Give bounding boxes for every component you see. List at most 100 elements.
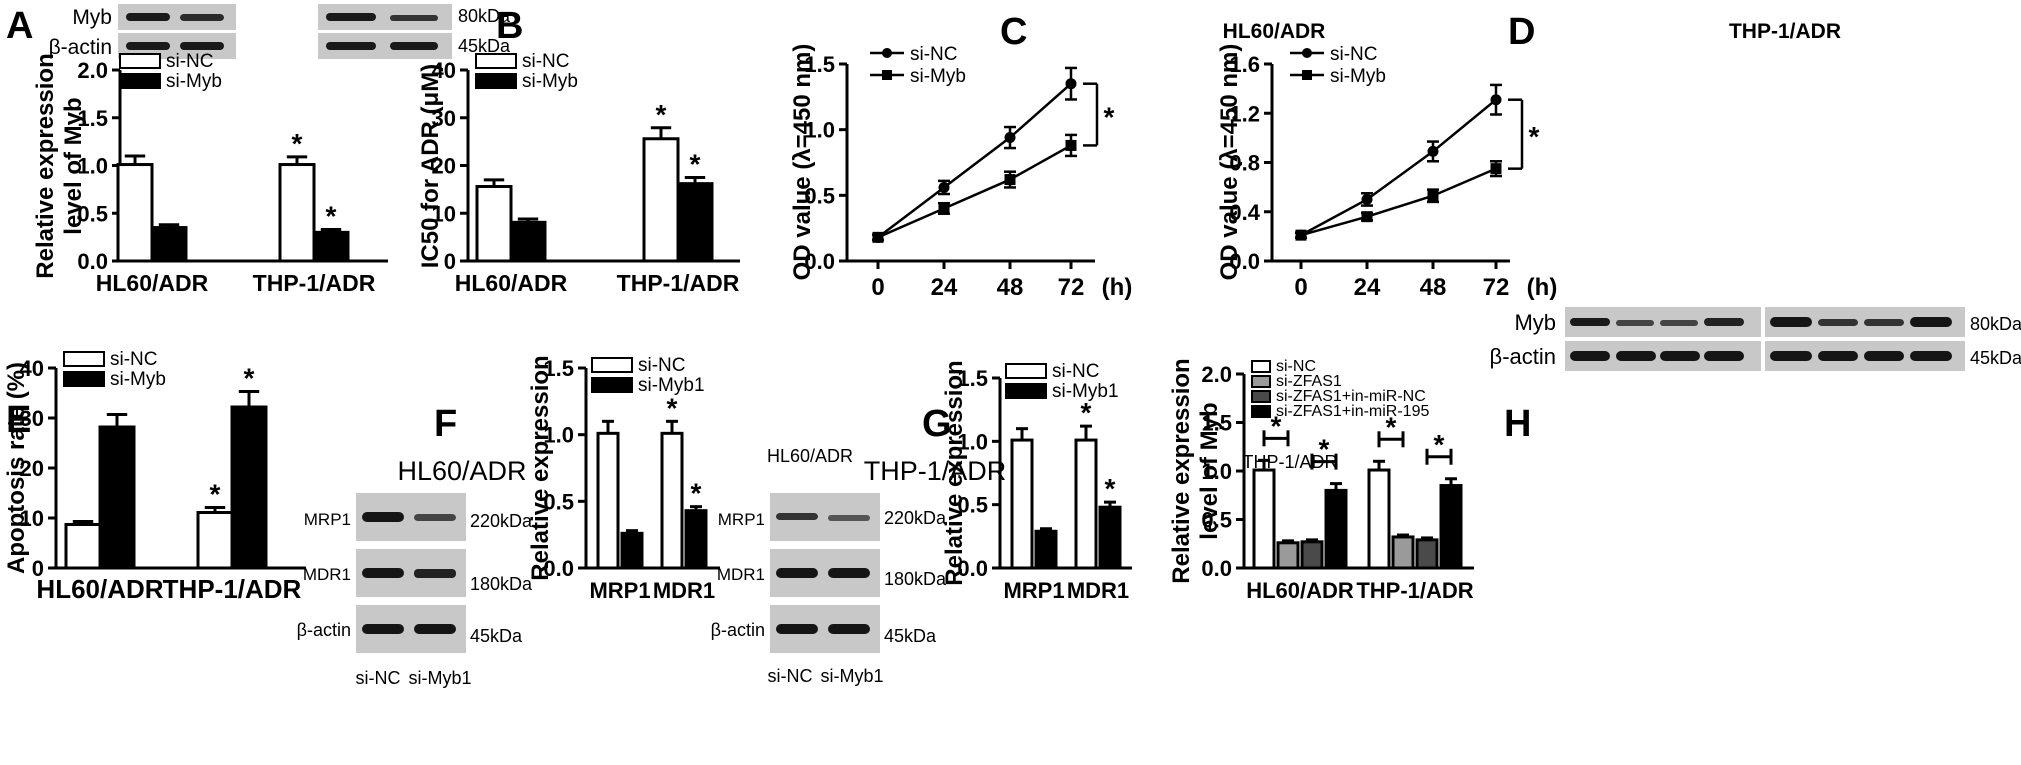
panel-B-bar [676, 182, 714, 263]
panel-H-significance: * [1386, 411, 1397, 442]
panel-H-ylabel-line: level of Myb [1196, 402, 1223, 539]
blot-F-label-mdr1: MDR1 [303, 565, 351, 584]
blot-band [362, 512, 404, 522]
panel-D-series-line [1300, 98, 1497, 237]
panel-A-y-tick-label: 1.5 [77, 106, 108, 131]
blot-F-title: HL60/ADR [397, 456, 526, 486]
panel-F-bar [596, 431, 620, 570]
panel-H-legend-label: si-ZFAS1+in-miR-195 [1276, 403, 1429, 420]
panel-C-x-tick-label: 48 [997, 274, 1024, 301]
panel-D-y-tick-label: 1.2 [1229, 101, 1260, 126]
panel-F-x-category: MDR1 [653, 578, 715, 603]
blot-band [126, 13, 170, 21]
panel-D-x-unit: (h) [1527, 274, 1558, 301]
panel-E-bar [98, 425, 136, 570]
panel-D-x-tick-label: 0 [1294, 274, 1307, 301]
panel-H-legend-swatch [1251, 390, 1271, 403]
panel-E-legend-swatch [63, 371, 105, 387]
panel-D-point [1427, 190, 1439, 202]
panel-A-significance: * [326, 200, 337, 231]
panel-G-legend-label: si-NC [1052, 361, 1100, 382]
panel-E-legend-swatch [63, 351, 105, 367]
panel-H-legend-label: si-ZFAS1+in-miR-NC [1276, 388, 1426, 405]
panel-H-y-tick-label: 0.5 [1201, 508, 1232, 533]
panel-C-point [872, 231, 884, 243]
panel-D-legend-marker [1302, 48, 1312, 58]
panel-C-x-unit: (h) [1102, 274, 1133, 301]
panel-F-significance: * [691, 478, 702, 509]
blot-F-label-actin: β-actin [297, 620, 351, 640]
panel-C-point [1004, 132, 1016, 144]
blot-band [390, 15, 438, 21]
panel-F-legend-swatch [591, 377, 633, 393]
blot-F-lane-1: si-Myb1 [408, 668, 471, 688]
panel-A-ylabel: Relative expressionlevel of Myb [32, 53, 87, 278]
blot-band [362, 624, 404, 634]
blot-band [1704, 351, 1744, 361]
panel-F-legend-label: si-Myb1 [638, 375, 705, 396]
panel-D-x-tick-label: 72 [1483, 274, 1510, 301]
panel-H-bar [1415, 538, 1439, 570]
panel-F-title: HL60/ADR [767, 446, 853, 466]
blot-band [390, 42, 438, 50]
blot-band [828, 515, 870, 521]
panel-A-legend-swatch [119, 53, 161, 69]
blot-F-kda-1: 180kDa [470, 574, 533, 594]
panel-B-significance: * [690, 148, 701, 179]
panel-A-bar [312, 230, 350, 263]
panel-D-y-tick-label: 1.6 [1229, 52, 1260, 77]
blot-band [326, 13, 376, 21]
panel-F-bar [660, 431, 684, 570]
blot-band [362, 568, 404, 578]
blot-band [180, 14, 224, 21]
panel-H-y-tick-label: 1.0 [1201, 459, 1232, 484]
blot-band [1864, 351, 1904, 361]
blot-band [414, 514, 456, 521]
blot-band [414, 569, 456, 578]
panel-C-x-tick-label: 0 [871, 274, 884, 301]
blot-G-kda-0: 220kDa [884, 508, 947, 528]
panel-F-ylabel: Relative expression [527, 355, 554, 580]
panel-A-x-category: HL60/ADR [96, 270, 209, 296]
blot-A: Myb β-actin 80kDa 45kDa [49, 4, 511, 59]
panel-C-y-tick-label: 1.5 [804, 52, 835, 77]
panel-G-x-category: MDR1 [1067, 578, 1129, 603]
panel-C-y-tick-label: 0.5 [804, 183, 835, 208]
panel-B-letter: B [496, 5, 523, 47]
panel-A-legend-swatch [119, 73, 161, 89]
blot-F-kda-0: 220kDa [470, 511, 533, 531]
blot-G-kda-1: 180kDa [884, 569, 947, 589]
panel-A-y-tick-label: 2.0 [77, 58, 108, 83]
blot-A-kda-top: 80kDa [458, 6, 511, 26]
blot-band [1818, 319, 1858, 326]
panel-F-letter: F [434, 403, 457, 445]
blot-H: Myb β-actin 80kDa 45kDa [1490, 307, 2021, 371]
panel-C-title: HL60/ADR [1223, 20, 1326, 43]
panel-D-x-tick-label: 48 [1420, 274, 1447, 301]
panel-H-x-category: THP-1/ADR [1356, 578, 1473, 603]
panel-B-y-tick-label: 30 [432, 106, 456, 131]
blot-band [1570, 318, 1610, 326]
panel-D-significance: * [1529, 121, 1540, 152]
blot-G-label-actin: β-actin [711, 620, 765, 640]
panel-G-title: THP-1/ADR [1242, 452, 1337, 472]
panel-F-bar [620, 531, 644, 570]
panel-C-y-tick-label: 1.0 [804, 118, 835, 143]
blot-G-title: THP-1/ADR [864, 456, 1007, 486]
panel-D-point [1427, 145, 1439, 157]
panel-H-legend-swatch [1251, 375, 1271, 388]
blot-band [1616, 320, 1654, 326]
blot-band [1704, 318, 1744, 326]
panel-G-bar [1034, 529, 1058, 570]
panel-D-point [1490, 163, 1502, 175]
panel-H-legend-label: si-NC [1276, 358, 1316, 375]
blot-G-label-mrp1: MRP1 [718, 510, 765, 529]
panel-H-bar [1367, 468, 1391, 570]
panel-C-legend-marker [882, 70, 892, 80]
panel-H-significance: * [1271, 410, 1282, 441]
panel-E-ylabel-line: Apoptosis rate (%) [3, 362, 30, 574]
panel-G-y-tick-label: 1.5 [957, 366, 988, 391]
panel-D-point [1490, 94, 1502, 106]
panel-G-legend-label: si-Myb1 [1052, 381, 1119, 402]
panel-C-point [938, 202, 950, 214]
